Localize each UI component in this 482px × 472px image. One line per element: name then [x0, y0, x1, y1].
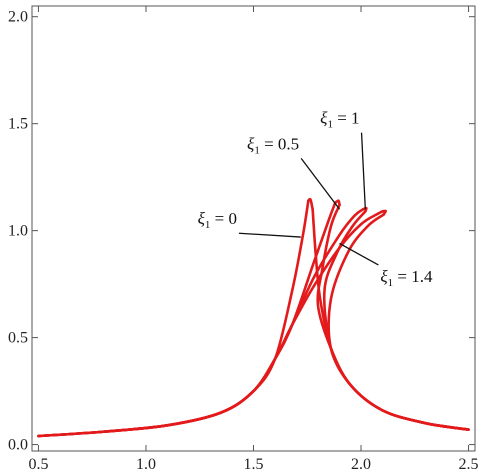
series-layer [37, 197, 470, 438]
plot-frame [31, 5, 476, 452]
annotation-layer: ξ1 = 0.5 ξ1 = 1 ξ1 = 0 ξ1 = 1.4 [198, 109, 433, 289]
x-tick-label: 1.0 [136, 456, 156, 472]
x-tick-label: 1.5 [244, 456, 264, 472]
y-tick-label: 1.0 [8, 223, 28, 240]
annotation-leader-line [339, 242, 379, 266]
annotation-label: ξ1 = 0.5 [247, 134, 299, 156]
x-tick-label: 0.5 [28, 456, 48, 472]
annotation-label: ξ1 = 0 [198, 209, 237, 231]
upper-branch-line [37, 210, 384, 438]
resonance-tip-line [307, 197, 314, 211]
annotation-label: ξ1 = 1 [320, 109, 359, 131]
annotation-label: ξ1 = 1.4 [380, 267, 433, 289]
annotation-xi1: ξ1 = 0.5 [247, 134, 341, 210]
y-tick-label: 1.5 [8, 116, 28, 133]
annotation-xi1: ξ1 = 0 [198, 209, 301, 238]
lower-branch-line [327, 213, 470, 431]
annotation-xi1: ξ1 = 1 [320, 109, 366, 210]
y-tick-label: 2.0 [8, 9, 28, 26]
y-tick-label: 0.0 [8, 437, 28, 454]
y-tick-label: 0.5 [8, 330, 28, 347]
x-tick-label: 2.5 [459, 456, 479, 472]
x-tick-label: 2.0 [351, 456, 371, 472]
annotation-leader-line [238, 232, 301, 238]
series-xi-1-4 [37, 209, 470, 438]
annotation-xi1: ξ1 = 1.4 [339, 242, 433, 289]
annotation-leader-line [300, 157, 341, 210]
ticks-layer: 0.5 1.0 1.5 2.0 2.50.00.51.01.52.0 [8, 6, 479, 472]
annotation-leader-line [360, 132, 366, 210]
